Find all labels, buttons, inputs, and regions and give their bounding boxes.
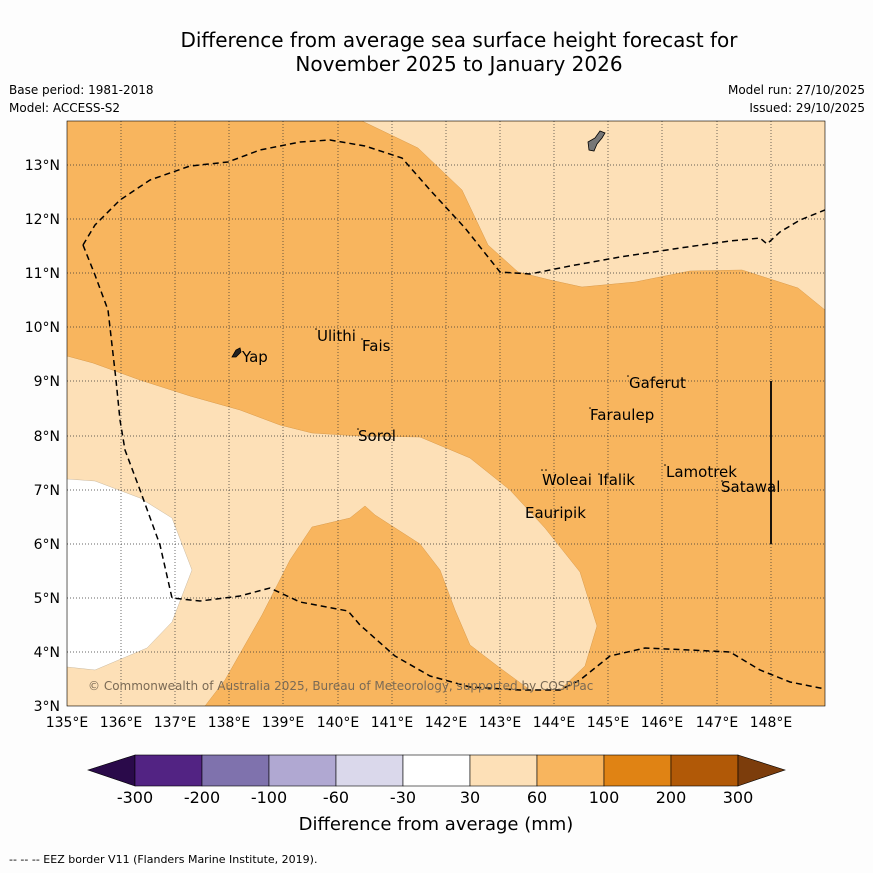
map-frame [66, 120, 826, 707]
colorbar-bin [201, 754, 270, 787]
colorbar-tick: 60 [527, 788, 547, 807]
x-tick: 140°E [317, 715, 360, 731]
colorbar-tick: 200 [656, 788, 687, 807]
map-area: Yap Ulithi Fais Sorol Gaferut Faraulep W… [67, 121, 825, 706]
yap-island-icon [231, 347, 242, 358]
base-period: Base period: 1981-2018 [9, 83, 154, 97]
x-tick: 138°E [208, 715, 251, 731]
y-tick: 7°N [34, 483, 60, 499]
place-label-sorol: Sorol [358, 427, 396, 445]
y-tick: 11°N [25, 266, 60, 282]
y-tick: 6°N [34, 537, 60, 553]
place-label-satawal: Satawal [721, 478, 780, 496]
place-label-gaferut: Gaferut [629, 374, 686, 392]
x-tick: 142°E [425, 715, 468, 731]
y-axis-ticks: 13°N 12°N 11°N 10°N 9°N 8°N 7°N 6°N 5°N … [25, 158, 60, 715]
colorbar-bin [603, 754, 672, 787]
x-tick: 141°E [371, 715, 414, 731]
place-label-faraulep: Faraulep [590, 406, 654, 424]
colorbar: -300 -200 -100 -60 -30 30 60 100 200 300… [87, 754, 786, 835]
model-run: Model run: 27/10/2025 [727, 83, 865, 97]
y-tick: 4°N [34, 645, 60, 661]
x-tick: 146°E [641, 715, 684, 731]
y-tick: 12°N [25, 212, 60, 228]
eez-borders [82, 139, 825, 691]
y-tick: 3°N [34, 699, 60, 715]
y-tick: 10°N [25, 320, 60, 336]
colorbar-bin [402, 754, 471, 787]
place-label-eauripik: Eauripik [525, 504, 586, 522]
y-tick: 9°N [34, 374, 60, 390]
colorbar-tick: -60 [323, 788, 349, 807]
colorbar-bin [536, 754, 605, 787]
colorbar-tick: -300 [117, 788, 153, 807]
x-tick: 143°E [479, 715, 522, 731]
colorbar-tick: 300 [723, 788, 754, 807]
place-label-yap: Yap [241, 348, 268, 366]
x-tick: 137°E [154, 715, 197, 731]
y-tick: 5°N [34, 591, 60, 607]
x-tick: 135°E [46, 715, 89, 731]
colorbar-tick: 30 [460, 788, 480, 807]
colorbar-extend-low [87, 754, 136, 787]
colorbar-bin [469, 754, 538, 787]
place-label-woleai: Woleai [542, 471, 592, 489]
place-label-fais: Fais [362, 337, 391, 355]
atoll-markers [315, 328, 723, 482]
x-tick: 139°E [262, 715, 305, 731]
issued-date: Issued: 29/10/2025 [749, 101, 865, 115]
region-neutral [67, 478, 193, 671]
region-30-60-central [67, 355, 598, 706]
x-axis-ticks: 135°E 136°E 137°E 138°E 139°E 140°E 141°… [46, 715, 793, 731]
meta-left: Base period: 1981-2018 Model: ACCESS-S2 [9, 81, 154, 117]
y-tick: 13°N [25, 158, 60, 174]
colorbar-bin [134, 754, 203, 787]
title-line-1: Difference from average sea surface heig… [180, 28, 738, 52]
colorbar-title: Difference from average (mm) [299, 814, 574, 835]
copyright-text: © Commonwealth of Australia 2025, Bureau… [88, 679, 593, 693]
model-name: Model: ACCESS-S2 [9, 101, 121, 115]
colorbar-extend-high [737, 754, 786, 787]
x-tick: 147°E [696, 715, 739, 731]
region-30-60-north [361, 121, 825, 311]
x-tick: 148°E [750, 715, 793, 731]
colorbar-bin [335, 754, 404, 787]
x-tick: 136°E [100, 715, 143, 731]
place-label-lamotrek: Lamotrek [666, 463, 737, 481]
colorbar-bin [670, 754, 739, 787]
place-label-ulithi: Ulithi [317, 327, 356, 345]
y-tick: 8°N [34, 429, 60, 445]
colorbar-bin [268, 754, 337, 787]
colorbar-tick: -30 [390, 788, 416, 807]
guam-island-icon [587, 130, 606, 152]
place-label-ifalik: Ifalik [599, 471, 635, 489]
meta-right: Model run: 27/10/2025 Issued: 29/10/2025 [728, 81, 865, 117]
title-line-2: November 2025 to January 2026 [295, 52, 623, 76]
footer-note: -- -- -- EEZ border V11 (Flanders Marine… [9, 853, 318, 866]
x-tick: 144°E [533, 715, 576, 731]
colorbar-tick: 100 [589, 788, 620, 807]
colorbar-tick: -200 [184, 788, 220, 807]
map-title: Difference from average sea surface heig… [0, 28, 873, 76]
x-tick: 145°E [587, 715, 630, 731]
colorbar-tick: -100 [251, 788, 287, 807]
